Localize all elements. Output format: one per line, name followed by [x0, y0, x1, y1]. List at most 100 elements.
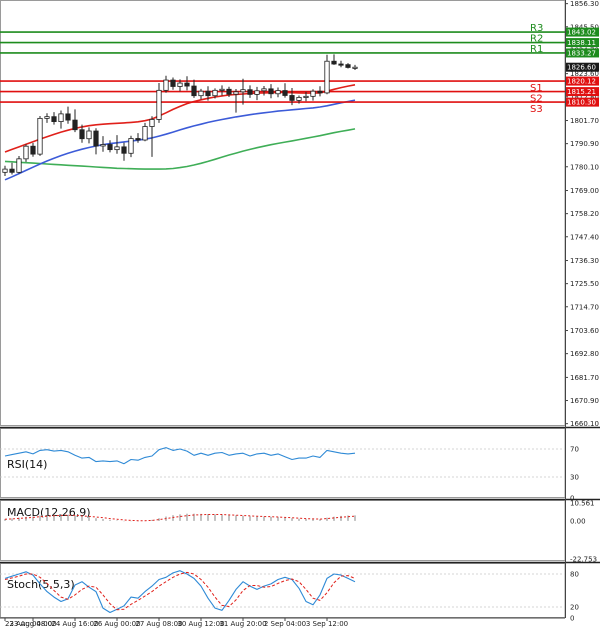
candle-up [114, 146, 120, 151]
level-price-tag [565, 76, 599, 86]
level-price-tag [565, 48, 599, 58]
price-panel: 1660.10 1670.90 1681.70 1692.80 1703.60 1714.… [0, 0, 599, 428]
rsi-tick-label: 70 [570, 446, 579, 454]
price-tick-label: 1703.60 [570, 327, 599, 335]
macd-label: MACD(12,26,9) [7, 506, 91, 519]
candle-up [128, 138, 134, 154]
level-name-r1: R1 [530, 44, 543, 55]
rsi-tick-label: 30 [570, 474, 579, 482]
candle-down [170, 79, 176, 87]
candle-up [156, 89, 162, 120]
time-tick-label: 23 Aug 08:00 [9, 620, 56, 628]
candle-down [65, 113, 71, 121]
rsi-label: RSI(14) [7, 458, 47, 471]
candle-down [289, 95, 295, 101]
stoch-tick-label: 20 [570, 604, 579, 612]
time-tick-label: 27 Aug 08:00 [135, 620, 182, 628]
price-tick-label: 1747.40 [570, 233, 599, 241]
macd-tick-label: 10.561 [570, 500, 595, 508]
candle-up [254, 90, 260, 95]
ma-green-line [4, 128, 356, 170]
price-tick-label: 1856.30 [570, 0, 599, 8]
candle-up [142, 126, 148, 141]
level-name-s2: S2 [530, 94, 543, 105]
candle-up [44, 116, 50, 119]
time-tick-label: 23 Aug 04:00 [5, 620, 52, 628]
price-tick-label: 1681.70 [570, 374, 599, 382]
candle-down [107, 144, 113, 151]
macd-tick-label: -22.753 [570, 555, 597, 563]
level-price-tag [565, 38, 599, 48]
candle-up [37, 117, 43, 155]
candle-down [72, 119, 78, 131]
time-tick-label: 2 Sep 04:00 [264, 620, 306, 628]
price-tick-label: 1780.10 [570, 163, 599, 171]
level-name-s3: S3 [530, 104, 543, 115]
candle-up [2, 168, 8, 173]
rsi-tick-label: 0 [570, 495, 574, 503]
candle-down [9, 168, 15, 173]
candle-up [100, 144, 106, 147]
candle-down [317, 90, 323, 94]
ma-red-line [4, 84, 356, 153]
candle-down [338, 63, 344, 66]
level-price-label: 1833.27 [567, 49, 596, 57]
candle-up [16, 158, 22, 173]
level-name-s1: S1 [530, 83, 543, 94]
candle-up [324, 60, 330, 94]
candle-up [233, 91, 239, 95]
candle-down [268, 88, 274, 95]
price-tick-label: 1823.60 [570, 70, 599, 78]
stoch-tick-label: 80 [570, 571, 579, 579]
stoch-d-line [4, 571, 356, 611]
level-name-r3: R3 [530, 23, 543, 34]
candle-down [345, 64, 351, 68]
candle-up [261, 88, 267, 92]
time-tick-label: 24 Aug 16:00 [51, 620, 98, 628]
level-price-label: 1810.30 [567, 99, 596, 107]
price-tick-label: 1725.50 [570, 280, 599, 288]
candle-up [240, 89, 246, 93]
current-price-label: 1826.60 [567, 64, 596, 72]
level-price-label: 1815.21 [567, 88, 596, 96]
macd-signal-line [4, 514, 356, 522]
level-price-tag [565, 97, 599, 107]
candle-up [198, 90, 204, 97]
ma-blue-line [4, 99, 356, 181]
price-tick-label: 1736.30 [570, 257, 599, 265]
price-tick-label: 1801.70 [570, 117, 599, 125]
price-tick-label: 1790.90 [570, 140, 599, 148]
candle-down [331, 60, 337, 65]
candle-up [23, 145, 29, 160]
level-name-r2: R2 [530, 34, 543, 45]
candle-up [58, 113, 64, 122]
candle-down [93, 130, 99, 147]
candle-up [86, 130, 92, 140]
price-tick-label: 1769.00 [570, 187, 599, 195]
level-price-label: 1843.02 [567, 29, 596, 37]
candle-down [79, 129, 85, 140]
candle-down [191, 85, 197, 97]
stoch-tick-label: 0 [570, 615, 574, 623]
level-price-tag [565, 87, 599, 97]
time-tick-label: 31 Aug 20:00 [219, 620, 266, 628]
price-tick-label: 1714.70 [570, 303, 599, 311]
rsi-line [4, 447, 356, 465]
candle-down [51, 116, 57, 122]
price-tick-label: 1758.20 [570, 210, 599, 218]
candle-up [352, 66, 358, 69]
price-tick-label: 1812.80 [570, 93, 599, 101]
price-tick-label: 1670.90 [570, 397, 599, 405]
candle-down [121, 146, 127, 154]
candle-up [303, 95, 309, 98]
macd-tick-label: 0.00 [570, 517, 586, 525]
candle-down [282, 90, 288, 96]
current-price-tag [565, 62, 599, 72]
candle-down [247, 89, 253, 95]
time-tick-label: 26 Aug 00:00 [93, 620, 140, 628]
candle-up [212, 89, 218, 97]
candle-down [135, 138, 141, 141]
candle-down [205, 90, 211, 97]
